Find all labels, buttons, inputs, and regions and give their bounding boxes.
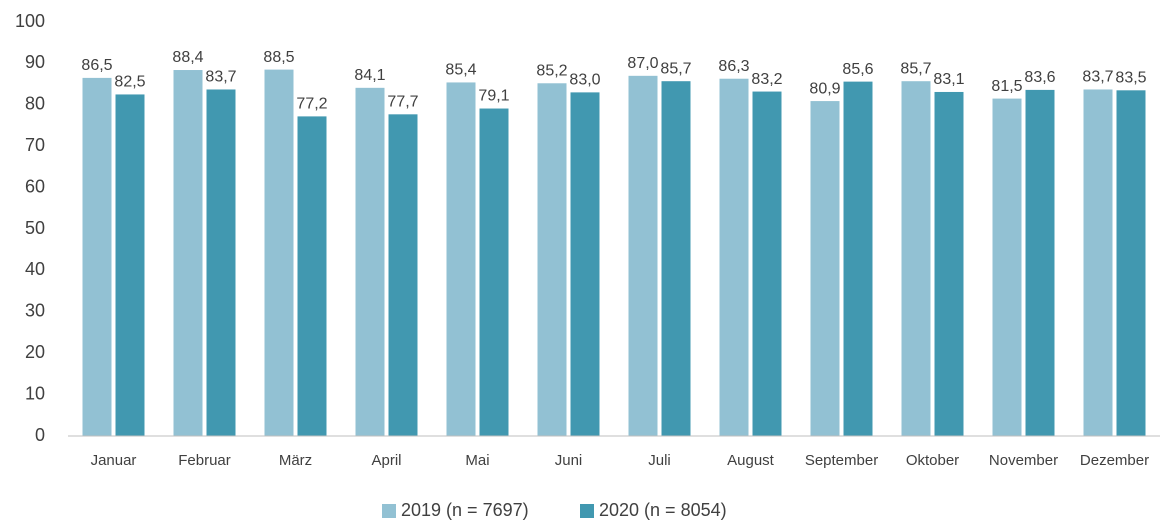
y-tick-label: 30: [25, 301, 45, 321]
value-label: 87,0: [627, 55, 658, 72]
value-label: 83,2: [751, 71, 782, 88]
bar: [570, 92, 600, 436]
y-tick-label: 60: [25, 176, 45, 196]
x-tick-label: Februar: [178, 452, 231, 469]
x-tick-label: August: [727, 452, 775, 469]
bar: [1116, 90, 1146, 436]
y-tick-label: 80: [25, 94, 45, 114]
bar: [1025, 89, 1055, 437]
bar: [810, 101, 840, 436]
bar: [297, 116, 327, 436]
value-label: 83,7: [1082, 69, 1113, 86]
x-tick-label: Mai: [465, 452, 489, 469]
bar: [1083, 89, 1113, 437]
x-tick-label: Dezember: [1080, 452, 1149, 469]
bar: [901, 81, 931, 437]
x-tick-label: Juni: [555, 452, 583, 469]
value-label: 85,7: [900, 60, 931, 77]
bar: [479, 108, 509, 436]
x-tick-label: Oktober: [906, 452, 959, 469]
bar: [446, 82, 476, 436]
bar: [537, 83, 567, 436]
y-tick-label: 70: [25, 135, 45, 155]
y-tick-label: 40: [25, 259, 45, 279]
value-label: 84,1: [354, 67, 385, 84]
x-tick-label: September: [805, 452, 878, 469]
bar: [719, 78, 749, 436]
value-label: 83,5: [1115, 70, 1146, 87]
value-label: 81,5: [991, 78, 1022, 95]
bar: [752, 91, 782, 436]
x-tick-label: Januar: [91, 452, 137, 469]
value-label: 88,5: [263, 49, 294, 66]
y-tick-label: 0: [35, 425, 45, 445]
bar: [355, 87, 385, 437]
value-label: 85,2: [536, 62, 567, 79]
x-tick-label: März: [279, 452, 312, 469]
legend-label: 2019 (n = 7697): [401, 500, 529, 520]
y-tick-label: 10: [25, 383, 45, 403]
bar: [173, 70, 203, 437]
value-label: 83,6: [1024, 69, 1055, 86]
legend-swatch: [382, 504, 396, 518]
x-tick-label: April: [371, 452, 401, 469]
bar: [661, 81, 691, 437]
value-label: 85,7: [660, 60, 691, 77]
bar: [388, 114, 418, 437]
bar: [115, 94, 145, 436]
bar: [992, 98, 1022, 436]
value-label: 86,5: [81, 57, 112, 74]
value-label: 77,7: [387, 94, 418, 111]
legend-label: 2020 (n = 8054): [599, 500, 727, 520]
value-label: 88,4: [172, 49, 203, 66]
bar: [934, 91, 964, 436]
value-label: 85,6: [842, 61, 873, 78]
bar: [843, 81, 873, 436]
value-label: 77,2: [296, 96, 327, 113]
value-label: 83,7: [205, 69, 236, 86]
bar: [264, 69, 294, 437]
value-label: 82,5: [114, 74, 145, 91]
bar: [206, 89, 236, 437]
y-tick-label: 100: [15, 11, 45, 31]
y-tick-label: 50: [25, 218, 45, 238]
y-tick-label: 90: [25, 52, 45, 72]
value-label: 83,0: [569, 72, 600, 89]
value-label: 86,3: [718, 58, 749, 75]
bar: [628, 75, 658, 436]
value-label: 80,9: [809, 80, 840, 97]
value-label: 83,1: [933, 71, 964, 88]
y-tick-label: 20: [25, 342, 45, 362]
x-tick-label: Juli: [648, 452, 671, 469]
legend-swatch: [580, 504, 594, 518]
x-tick-label: November: [989, 452, 1058, 469]
bar: [82, 77, 112, 436]
value-label: 85,4: [445, 62, 476, 79]
value-label: 79,1: [478, 88, 509, 105]
